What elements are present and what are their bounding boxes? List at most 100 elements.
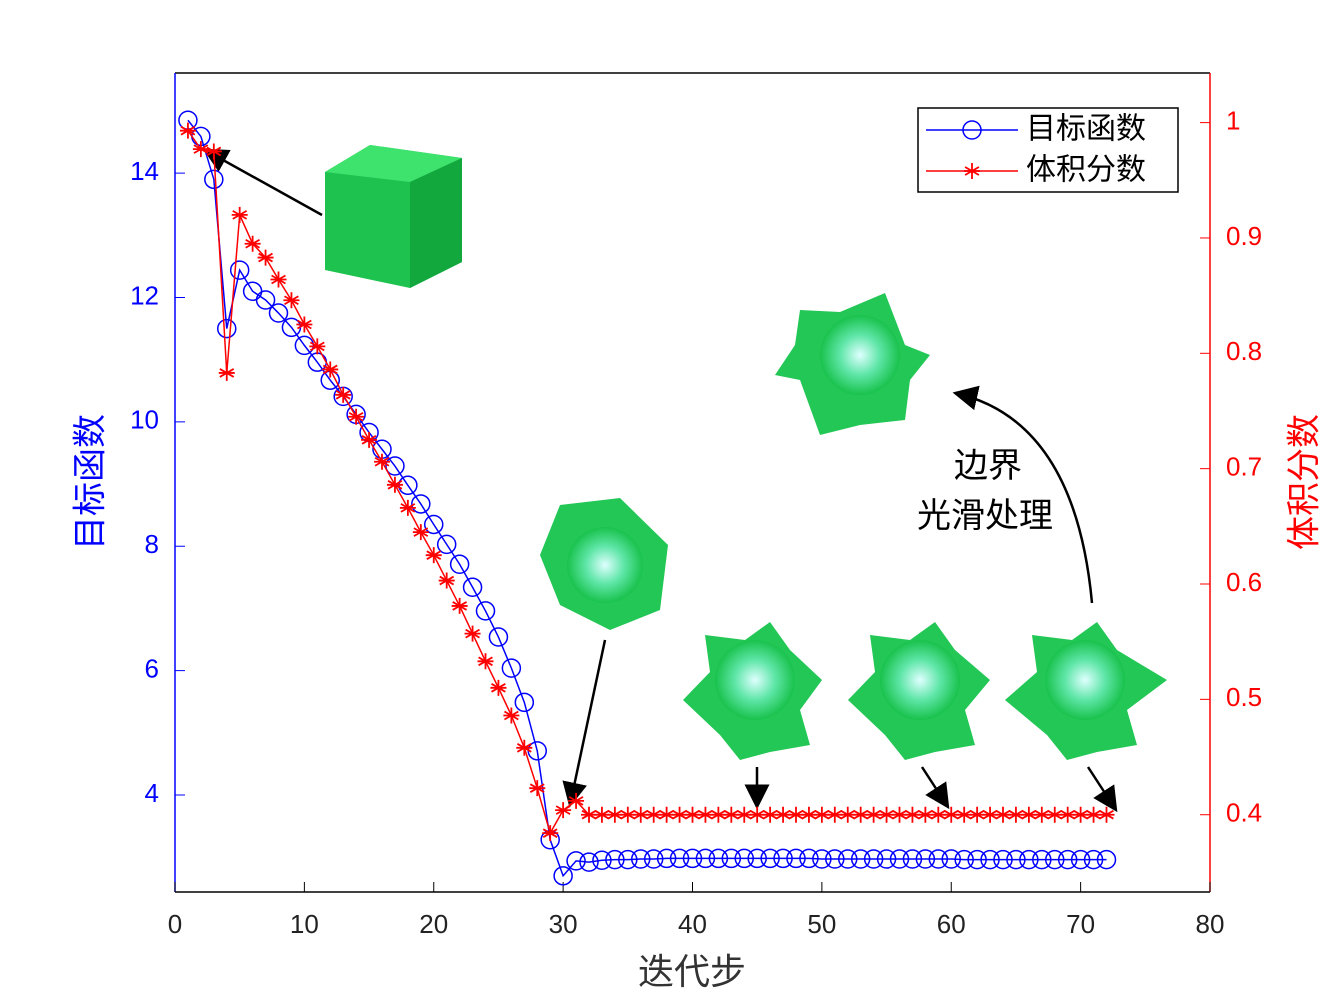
x-axis-label: 迭代步 [638, 952, 746, 993]
marker [941, 849, 961, 869]
marker [294, 335, 315, 356]
marker [268, 303, 289, 323]
x-tick-label: 30 [549, 909, 578, 939]
marker [839, 806, 856, 823]
marker [205, 143, 222, 160]
marker [488, 627, 509, 647]
annotation: 光滑处理 [917, 496, 1053, 536]
marker [1045, 849, 1065, 870]
marker [322, 361, 339, 378]
marker [826, 806, 843, 823]
marker [930, 806, 947, 823]
marker [501, 658, 522, 678]
marker [695, 848, 716, 869]
marker [982, 806, 999, 823]
marker [773, 848, 793, 869]
marker [1057, 849, 1078, 870]
x-tick-label: 20 [419, 909, 448, 939]
marker [436, 534, 457, 555]
y-tick-label: 10 [130, 405, 159, 435]
marker [244, 235, 261, 252]
y2-tick-label: 0.9 [1226, 221, 1262, 251]
marker [490, 679, 507, 696]
marker [721, 848, 742, 869]
marker [889, 849, 910, 869]
marker [904, 806, 921, 823]
marker [749, 806, 766, 823]
marker [386, 476, 403, 493]
y-tick-label: 14 [130, 156, 159, 186]
marker [800, 806, 817, 823]
marker [412, 524, 429, 541]
marker [723, 806, 740, 823]
y-axis-label: 目标函数 [71, 414, 111, 550]
annotation: 边界 [954, 446, 1022, 486]
x-tick-label: 60 [937, 909, 966, 939]
marker [257, 249, 274, 266]
marker [967, 849, 987, 870]
marker [374, 453, 390, 470]
marker [954, 849, 974, 870]
marker [980, 849, 1000, 870]
marker [631, 849, 651, 869]
legend-label: 体积分数 [1026, 153, 1146, 188]
marker [449, 554, 470, 575]
x-tick-label: 40 [678, 909, 707, 939]
x-tick-label: 10 [290, 909, 319, 939]
marker [605, 849, 625, 870]
marker [309, 338, 326, 355]
y2-tick-label: 0.4 [1226, 798, 1262, 828]
arrows [202, 148, 1118, 813]
y-tick-label: 8 [145, 529, 159, 559]
marker [462, 577, 483, 598]
marker [865, 806, 882, 823]
marker [1059, 806, 1076, 823]
marker [669, 848, 690, 869]
marker [876, 849, 897, 869]
marker [825, 849, 845, 869]
marker [682, 848, 703, 869]
marker [475, 601, 496, 621]
marker [204, 169, 224, 190]
legend-label: 目标函数 [1026, 112, 1146, 147]
y2-tick-label: 1 [1226, 105, 1240, 135]
marker [1098, 806, 1115, 823]
marker [956, 806, 973, 823]
legend-box [917, 107, 1179, 193]
marker [217, 318, 237, 339]
marker [813, 806, 830, 823]
marker [555, 802, 572, 819]
marker [411, 494, 431, 514]
marker [736, 806, 753, 823]
y-tick-label: 6 [145, 653, 159, 683]
marker [425, 547, 442, 564]
marker [788, 806, 804, 823]
marker [850, 849, 871, 869]
marker [643, 849, 664, 869]
marker [710, 806, 727, 823]
marker [192, 141, 209, 158]
marker [915, 849, 936, 869]
marker [592, 850, 612, 871]
marker [553, 866, 573, 886]
marker [838, 849, 858, 869]
marker [606, 806, 623, 823]
marker [255, 290, 276, 310]
marker [619, 806, 636, 823]
marker [566, 851, 586, 871]
marker [581, 806, 597, 823]
marker [593, 806, 610, 823]
marker [863, 849, 884, 869]
marker [1083, 849, 1104, 870]
marker [503, 707, 520, 724]
illustrations [325, 145, 1167, 760]
y2-tick-label: 0.5 [1226, 682, 1262, 712]
marker [684, 806, 701, 823]
marker [283, 292, 300, 309]
marker [618, 849, 638, 870]
y-tick-label: 12 [130, 280, 159, 310]
marker [1070, 849, 1091, 870]
marker [645, 806, 662, 823]
marker [964, 163, 980, 179]
marker [348, 408, 365, 425]
